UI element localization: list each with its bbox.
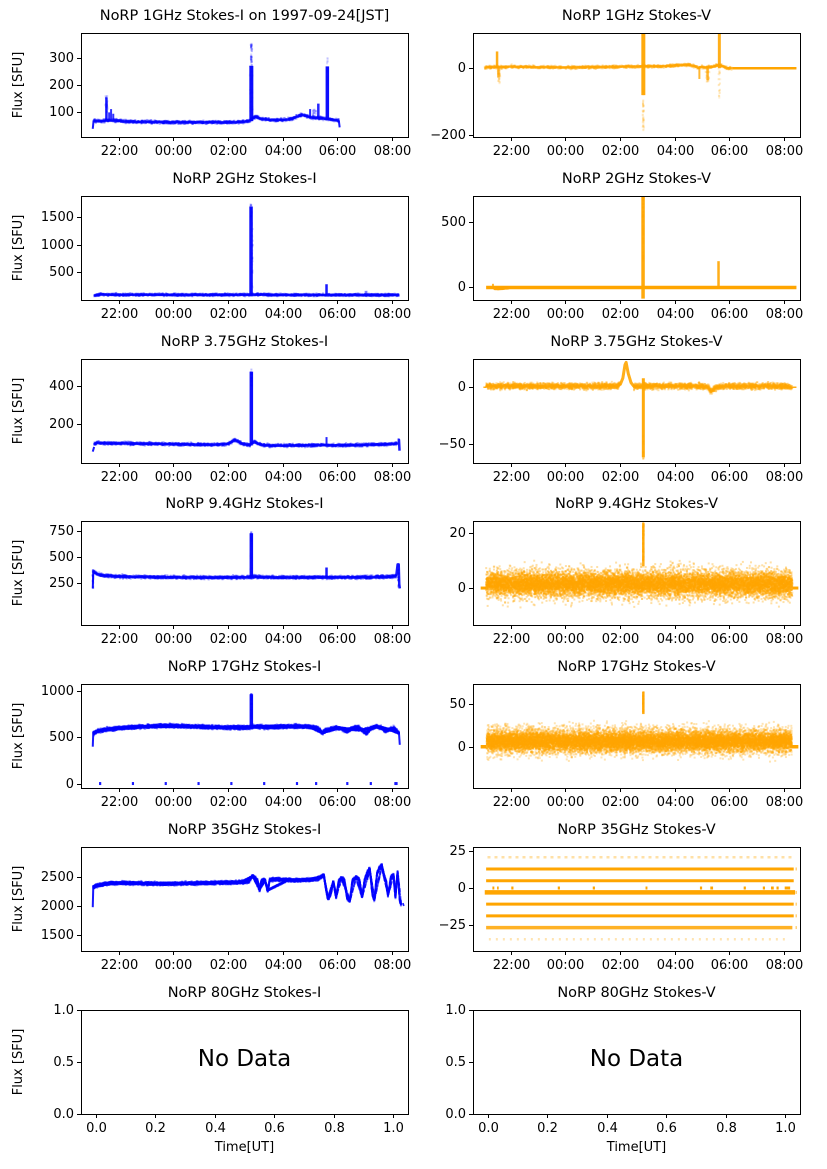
panel-9.4ghz-stokes-i: NoRP 9.4GHz Stokes-I Flux [SFU] [0, 488, 413, 652]
plot-title: NoRP 35GHz Stokes-V [557, 822, 716, 838]
y-axis-label: Flux [SFU] [11, 540, 26, 607]
plot-area-2ghz-stokes-i [0, 162, 413, 326]
plot-area-17ghz-stokes-v [413, 651, 827, 815]
panel-17ghz-stokes-v: NoRP 17GHz Stokes-V [413, 651, 827, 815]
no-data-text: No Data [589, 1045, 684, 1072]
panel-1ghz-stokes-i: NoRP 1GHz Stokes-I on 1997-09-24[JST] Fl… [0, 0, 413, 163]
plot-area-80ghz-stokes-i [0, 976, 413, 1169]
panel-35ghz-stokes-v: NoRP 35GHz Stokes-V [413, 814, 827, 977]
plot-title: NoRP 3.75GHz Stokes-V [550, 333, 723, 350]
panel-9.4ghz-stokes-v: NoRP 9.4GHz Stokes-V [413, 488, 827, 652]
plot-area-35ghz-stokes-v [413, 814, 827, 977]
plot-area-80ghz-stokes-v [413, 976, 827, 1169]
plot-area-17ghz-stokes-i [0, 651, 413, 815]
plot-area-1ghz-stokes-v [413, 0, 827, 163]
plot-title: NoRP 2GHz Stokes-V [561, 170, 712, 187]
plot-title: NoRP 17GHz Stokes-V [557, 659, 716, 676]
plot-title: NoRP 3.75GHz Stokes-I [160, 333, 329, 350]
plot-title: NoRP 9.4GHz Stokes-V [555, 496, 718, 513]
panel-2ghz-stokes-i: NoRP 2GHz Stokes-I Flux [SFU] [0, 162, 413, 326]
panel-2ghz-stokes-v: NoRP 2GHz Stokes-V [413, 162, 827, 326]
plot-area-9.4ghz-stokes-i [0, 488, 413, 652]
y-axis-label: Flux [SFU] [11, 1028, 26, 1096]
plot-title: NoRP 80GHz Stokes-V [557, 984, 716, 1001]
plot-title: NoRP 2GHz Stokes-I [172, 170, 317, 187]
panel-1ghz-stokes-v: NoRP 1GHz Stokes-V [413, 0, 827, 163]
plot-title: NoRP 80GHz Stokes-I [167, 984, 322, 1001]
plot-title: NoRP 17GHz Stokes-I [167, 659, 322, 676]
plot-title: NoRP 1GHz Stokes-V [561, 8, 712, 24]
no-data-text: No Data [197, 1045, 292, 1072]
panel-35ghz-stokes-i: NoRP 35GHz Stokes-I Flux [SFU] [0, 814, 413, 977]
plot-title: NoRP 1GHz Stokes-I on 1997-09-24[JST] [99, 8, 390, 24]
x-axis-label: Time[UT] [606, 1139, 667, 1155]
panel-80ghz-stokes-v: NoRP 80GHz Stokes-V No Data Time[UT] [413, 976, 827, 1169]
plot-area-9.4ghz-stokes-v [413, 488, 827, 652]
y-axis-label: Flux [SFU] [11, 51, 26, 119]
plot-title: NoRP 35GHz Stokes-I [167, 822, 322, 838]
x-axis-label: Time[UT] [214, 1139, 275, 1155]
y-axis-label: Flux [SFU] [11, 214, 26, 282]
plot-area-3.75ghz-stokes-v [413, 325, 827, 489]
panel-17ghz-stokes-i: NoRP 17GHz Stokes-I Flux [SFU] [0, 651, 413, 815]
plot-area-1ghz-stokes-i [0, 0, 413, 163]
panel-3.75ghz-stokes-i: NoRP 3.75GHz Stokes-I Flux [SFU] [0, 325, 413, 489]
panel-3.75ghz-stokes-v: NoRP 3.75GHz Stokes-V [413, 325, 827, 489]
y-axis-label: Flux [SFU] [11, 702, 26, 770]
plot-area-35ghz-stokes-i [0, 814, 413, 977]
y-axis-label: Flux [SFU] [11, 377, 26, 444]
panel-80ghz-stokes-i: NoRP 80GHz Stokes-I Flux [SFU] No Data T… [0, 976, 413, 1169]
y-axis-label: Flux [SFU] [11, 865, 26, 933]
plot-area-3.75ghz-stokes-i [0, 325, 413, 489]
plot-title: NoRP 9.4GHz Stokes-I [165, 496, 324, 513]
plot-area-2ghz-stokes-v [413, 162, 827, 326]
